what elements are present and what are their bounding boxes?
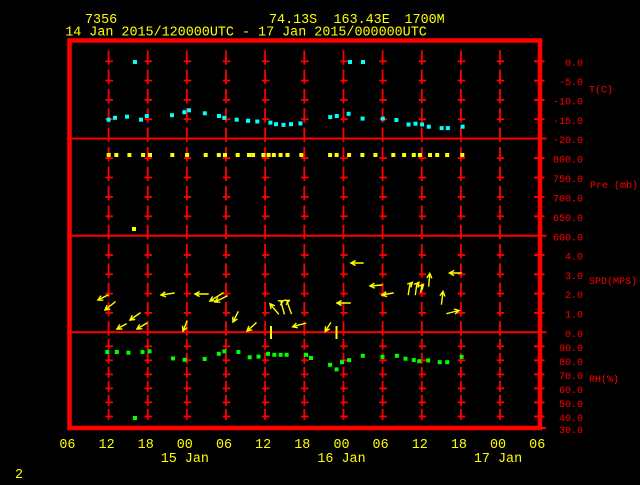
svg-text:-5.0: -5.0 — [559, 78, 583, 89]
svg-text:00: 00 — [490, 438, 506, 453]
svg-text:0.0: 0.0 — [565, 59, 583, 70]
svg-text:Pre (mb): Pre (mb) — [590, 180, 638, 192]
svg-text:18: 18 — [294, 438, 310, 453]
svg-text:70.0: 70.0 — [559, 372, 583, 383]
svg-text:SPD(MPS): SPD(MPS) — [589, 276, 637, 288]
svg-text:06: 06 — [216, 438, 232, 453]
svg-text:T(C): T(C) — [589, 85, 613, 97]
svg-text:12: 12 — [99, 438, 115, 453]
svg-text:14 Jan 2015/120000UTC - 17 Jan: 14 Jan 2015/120000UTC - 17 Jan 2015/0000… — [65, 25, 427, 40]
svg-text:1700M: 1700M — [405, 13, 445, 28]
svg-text:4.0: 4.0 — [565, 253, 583, 264]
svg-text:2.0: 2.0 — [565, 291, 583, 302]
svg-text:12: 12 — [255, 438, 271, 453]
svg-text:750.0: 750.0 — [553, 175, 583, 186]
svg-text:650.0: 650.0 — [553, 214, 583, 225]
svg-text:06: 06 — [59, 438, 75, 453]
svg-text:800.0: 800.0 — [553, 156, 583, 167]
svg-text:-20.0: -20.0 — [553, 136, 583, 147]
svg-text:1.0: 1.0 — [565, 311, 583, 322]
svg-text:18: 18 — [451, 438, 467, 453]
svg-text:00: 00 — [333, 438, 349, 453]
svg-text:600.0: 600.0 — [553, 233, 583, 244]
svg-text:74.13S: 74.13S — [269, 13, 317, 28]
svg-text:0.0: 0.0 — [565, 330, 583, 341]
svg-text:40.0: 40.0 — [559, 414, 583, 425]
svg-text:06: 06 — [373, 438, 389, 453]
svg-text:2: 2 — [15, 468, 23, 480]
svg-text:-10.0: -10.0 — [553, 98, 583, 109]
svg-text:18: 18 — [138, 438, 154, 453]
svg-text:15 Jan: 15 Jan — [161, 452, 209, 467]
svg-text:06: 06 — [529, 438, 545, 453]
svg-text:17 Jan: 17 Jan — [474, 452, 522, 467]
svg-text:RH(%): RH(%) — [589, 374, 619, 386]
svg-text:60.0: 60.0 — [559, 386, 583, 397]
svg-text:50.0: 50.0 — [559, 400, 583, 411]
svg-text:700.0: 700.0 — [553, 195, 583, 206]
svg-text:12: 12 — [412, 438, 428, 453]
svg-text:16 Jan: 16 Jan — [317, 452, 365, 467]
svg-text:80.0: 80.0 — [559, 358, 583, 369]
svg-text:00: 00 — [177, 438, 193, 453]
svg-text:3.0: 3.0 — [565, 272, 583, 283]
svg-text:90.0: 90.0 — [559, 344, 583, 355]
svg-text:30.0: 30.0 — [559, 426, 583, 437]
svg-text:163.43E: 163.43E — [334, 13, 390, 28]
svg-text:-15.0: -15.0 — [553, 117, 583, 128]
svg-text:7356: 7356 — [85, 13, 117, 28]
